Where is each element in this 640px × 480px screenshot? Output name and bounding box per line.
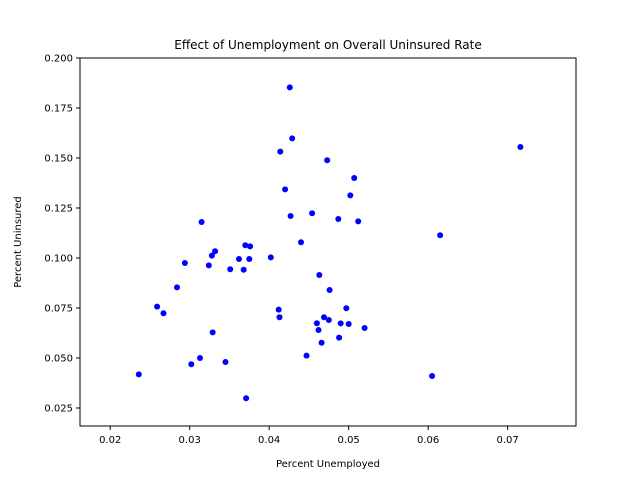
x-tick-label: 0.05: [338, 435, 360, 446]
data-points: [135, 84, 524, 402]
data-point: [135, 371, 142, 378]
data-point: [336, 334, 343, 341]
data-point: [517, 144, 524, 150]
data-point: [343, 305, 350, 312]
data-point: [227, 266, 234, 273]
plot-frame: [79, 57, 577, 427]
data-point: [347, 192, 354, 199]
data-point: [282, 186, 289, 193]
data-point: [160, 310, 167, 317]
data-point: [246, 256, 253, 262]
x-tick-label: 0.07: [497, 435, 519, 446]
data-point: [345, 321, 352, 327]
data-point: [324, 157, 331, 164]
data-point: [275, 306, 282, 313]
x-tick-label: 0.03: [179, 435, 201, 446]
data-point: [174, 284, 180, 291]
x-axis: 0.02 0.03 0.04 0.05 0.06 0.07: [99, 426, 519, 446]
y-tick-label: 0.150: [44, 154, 73, 165]
data-point: [181, 260, 188, 266]
data-point: [316, 272, 323, 278]
data-point: [298, 239, 304, 246]
x-axis-label: Percent Unemployed: [276, 459, 380, 470]
data-point: [429, 373, 436, 379]
data-point: [276, 314, 283, 321]
data-point: [289, 135, 296, 142]
data-point: [243, 395, 250, 402]
data-point: [222, 359, 229, 365]
y-tick-label: 0.025: [44, 404, 73, 415]
y-tick-label: 0.100: [44, 254, 73, 265]
y-axis-label: Percent Uninsured: [13, 196, 24, 288]
data-point: [154, 303, 161, 310]
y-tick-label: 0.200: [44, 54, 73, 65]
data-point: [209, 329, 216, 336]
data-point: [198, 219, 205, 225]
data-point: [242, 242, 249, 249]
data-point: [240, 266, 247, 273]
data-point: [277, 148, 284, 155]
chart-title: Effect of Unemployment on Overall Uninsu…: [174, 38, 481, 52]
data-point: [309, 210, 316, 217]
data-point: [437, 232, 444, 239]
data-point: [326, 287, 333, 293]
data-point: [236, 256, 242, 262]
y-tick-label: 0.125: [44, 204, 73, 215]
x-tick-label: 0.02: [99, 435, 121, 446]
data-point: [303, 352, 310, 359]
data-point: [351, 175, 358, 181]
y-axis: 0.025 0.050 0.075 0.100 0.125 0.150 0.175 0.200: [44, 54, 80, 415]
data-point: [287, 213, 294, 219]
data-point: [197, 355, 203, 361]
data-point: [318, 339, 325, 346]
data-point: [335, 216, 342, 222]
y-tick-label: 0.175: [44, 104, 73, 115]
x-tick-label: 0.06: [417, 435, 439, 446]
data-point: [313, 320, 320, 327]
data-point: [247, 243, 254, 250]
data-point: [361, 325, 368, 331]
data-point: [205, 262, 212, 269]
data-point: [212, 248, 219, 255]
x-tick-label: 0.04: [258, 435, 280, 446]
data-point: [267, 254, 274, 261]
data-point: [188, 361, 195, 368]
data-point: [208, 252, 215, 259]
data-point: [325, 317, 332, 323]
data-point: [355, 218, 362, 225]
data-point: [321, 314, 327, 321]
data-point: [286, 84, 293, 91]
data-point: [337, 320, 344, 327]
data-point: [315, 327, 322, 333]
y-tick-label: 0.075: [44, 304, 73, 315]
plot-area: [80, 58, 576, 426]
y-tick-label: 0.050: [44, 354, 73, 365]
